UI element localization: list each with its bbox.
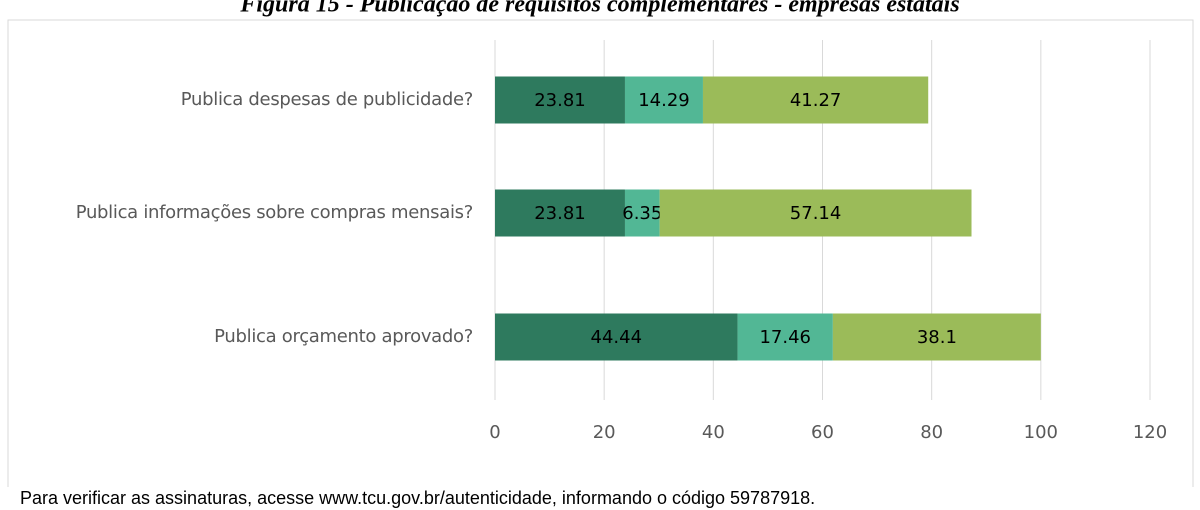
value-label: 44.44	[591, 327, 643, 348]
bar-segment	[702, 76, 929, 124]
bar-segment	[832, 313, 1041, 361]
x-tick-label: 60	[811, 422, 834, 443]
value-label: 57.14	[790, 203, 842, 224]
x-tick-label: 120	[1133, 422, 1167, 443]
y-tick-label: Publica orçamento aprovado?	[214, 326, 473, 347]
value-label: 23.81	[534, 90, 586, 111]
bar-segment	[495, 189, 625, 237]
value-label: 17.46	[759, 327, 811, 348]
x-tick-label: 0	[489, 422, 500, 443]
bar-segment	[495, 313, 738, 361]
plot: 0 20 40 60 80 100 120 Publica despesas de publi…	[76, 40, 1167, 510]
footer-bg	[0, 487, 1200, 510]
value-label: 41.27	[790, 90, 842, 111]
chart-border	[7, 19, 1194, 510]
bar-segment	[737, 313, 833, 361]
bar-segment	[659, 189, 972, 237]
y-tick-label: Publica despesas de publicidade?	[181, 89, 473, 110]
value-label: 38.1	[917, 327, 957, 348]
footer: Para verificar as assinaturas, acesse ww…	[20, 488, 815, 508]
bar-segment	[624, 76, 703, 124]
x-tick-label: 100	[1024, 422, 1058, 443]
x-tick-label: 80	[920, 422, 943, 443]
chart-title: Figura 15 - Publicação de requisitos com…	[239, 0, 959, 18]
y-tick-label: Publica informações sobre compras mensai…	[76, 202, 473, 223]
x-tick-label: 20	[593, 422, 616, 443]
value-label: 6.35	[622, 203, 662, 224]
bar-segment	[495, 76, 625, 124]
bar-segment	[624, 189, 660, 237]
x-tick-label: 40	[702, 422, 725, 443]
value-label: 14.29	[638, 90, 690, 111]
value-label: 23.81	[534, 203, 586, 224]
